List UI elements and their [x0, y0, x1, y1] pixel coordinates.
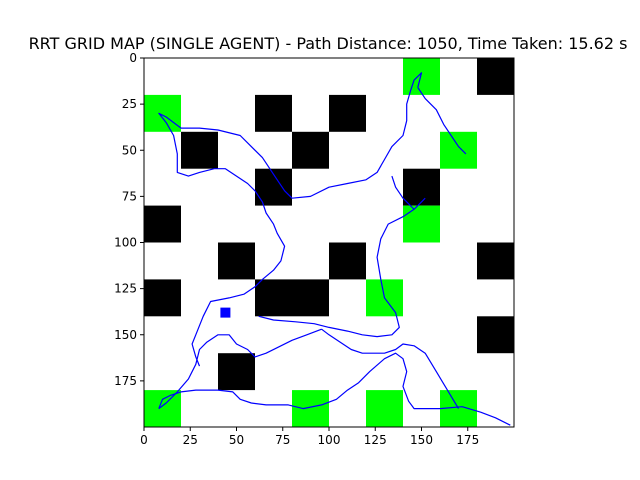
grid-cells: [144, 58, 514, 427]
obstacle-cell-9: [329, 242, 366, 280]
rrt-path-4: [417, 87, 467, 155]
obstacle-cell-8: [218, 242, 255, 280]
obstacle-cell-10: [477, 242, 514, 280]
x-tick-label-0: 0: [140, 433, 148, 447]
goal-cell-1: [144, 94, 181, 132]
rrt-path-5: [258, 197, 426, 338]
goal-cell-7: [366, 390, 403, 427]
x-tick-label-4: 100: [318, 433, 341, 447]
y-tick-label-5: 125: [114, 282, 137, 296]
x-tick-label-2: 50: [229, 433, 244, 447]
agent-marker-group: [220, 307, 231, 318]
obstacle-cell-12: [255, 279, 292, 317]
y-tick-label-2: 50: [122, 143, 137, 157]
x-tick-label-1: 25: [183, 433, 198, 447]
y-tick-label-0: 0: [129, 51, 137, 65]
rrt-paths: [158, 72, 511, 426]
y-tick-label-6: 150: [114, 328, 137, 342]
x-tick-label-3: 75: [275, 433, 290, 447]
goal-cell-2: [440, 131, 477, 169]
obstacle-cell-15: [218, 353, 255, 391]
x-tick-label-7: 175: [456, 433, 479, 447]
goal-cell-3: [403, 205, 440, 243]
x-tick-label-5: 125: [364, 433, 387, 447]
y-tick-label-4: 100: [114, 236, 137, 250]
obstacle-cell-0: [477, 58, 514, 95]
rrt-path-3: [158, 72, 423, 367]
x-axis-ticks: 0 25 50 75 100 125 150 175: [140, 427, 479, 447]
rrt-path-2: [321, 328, 460, 409]
obstacle-cell-11: [144, 279, 181, 317]
obstacle-cell-7: [144, 205, 181, 243]
rrt-path-0: [158, 352, 511, 426]
obstacle-cell-4: [292, 131, 329, 169]
y-tick-label-3: 75: [122, 189, 137, 203]
agent-marker: [220, 307, 231, 318]
rrt-path-1: [158, 328, 322, 410]
obstacle-cell-13: [292, 279, 329, 317]
rrt-path-6: [391, 175, 415, 210]
obstacle-cell-1: [255, 94, 292, 132]
goal-cell-5: [144, 390, 181, 427]
chart-title: RRT GRID MAP (SINGLE AGENT) - Path Dista…: [29, 34, 628, 53]
obstacle-cell-14: [477, 316, 514, 354]
goal-cell-0: [403, 58, 440, 95]
x-tick-label-6: 150: [410, 433, 433, 447]
obstacle-cell-2: [329, 94, 366, 132]
y-axis-ticks: 0 25 50 75 100 125 150 175: [114, 51, 144, 388]
y-tick-label-7: 175: [114, 374, 137, 388]
obstacle-cell-6: [403, 168, 440, 206]
obstacle-cell-3: [181, 131, 218, 169]
y-tick-label-1: 25: [122, 97, 137, 111]
goal-cell-6: [292, 390, 329, 427]
